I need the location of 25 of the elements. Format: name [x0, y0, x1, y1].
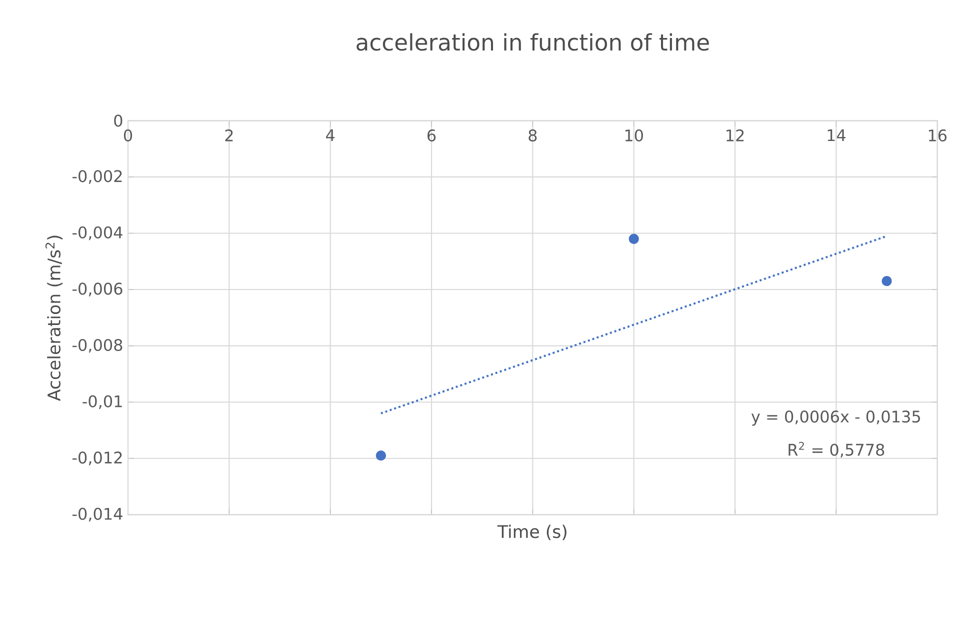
y-tick-label: -0,004 — [72, 226, 122, 240]
y-tick-label: -0,008 — [72, 339, 122, 353]
annotation: y = 0,0006x - 0,0135 — [751, 410, 920, 426]
x-tick-label: 8 — [528, 130, 537, 142]
y-tick-label: 0 — [114, 114, 122, 127]
point — [628, 234, 639, 244]
x-tick-label: 16 — [928, 130, 947, 142]
y-tick-label: -0,002 — [72, 170, 122, 184]
y-tick-label: -0,012 — [72, 452, 122, 466]
point — [882, 276, 892, 286]
x-tick-label: 2 — [225, 130, 233, 142]
x-tick-label: 6 — [428, 130, 436, 142]
y-axis-title: Acceleration (m/s$^{2}$) — [45, 236, 63, 402]
chart-title: acceleration in function of time — [356, 33, 709, 51]
x-tick-label: 0 — [124, 130, 132, 142]
x-tick-label: 12 — [726, 130, 744, 142]
x-tick-label: 10 — [625, 130, 643, 142]
y-tick-label: -0,014 — [72, 508, 122, 522]
x-tick-label: 4 — [326, 130, 335, 142]
y-tick-label: -0,01 — [82, 395, 122, 410]
y-tick-label: -0,006 — [72, 282, 122, 297]
point — [376, 450, 386, 461]
x-axis-title: Time (s) — [497, 524, 566, 540]
x-tick-label: 14 — [828, 130, 846, 142]
annotation: R$^{2}$ = 0,5778 — [788, 442, 884, 458]
